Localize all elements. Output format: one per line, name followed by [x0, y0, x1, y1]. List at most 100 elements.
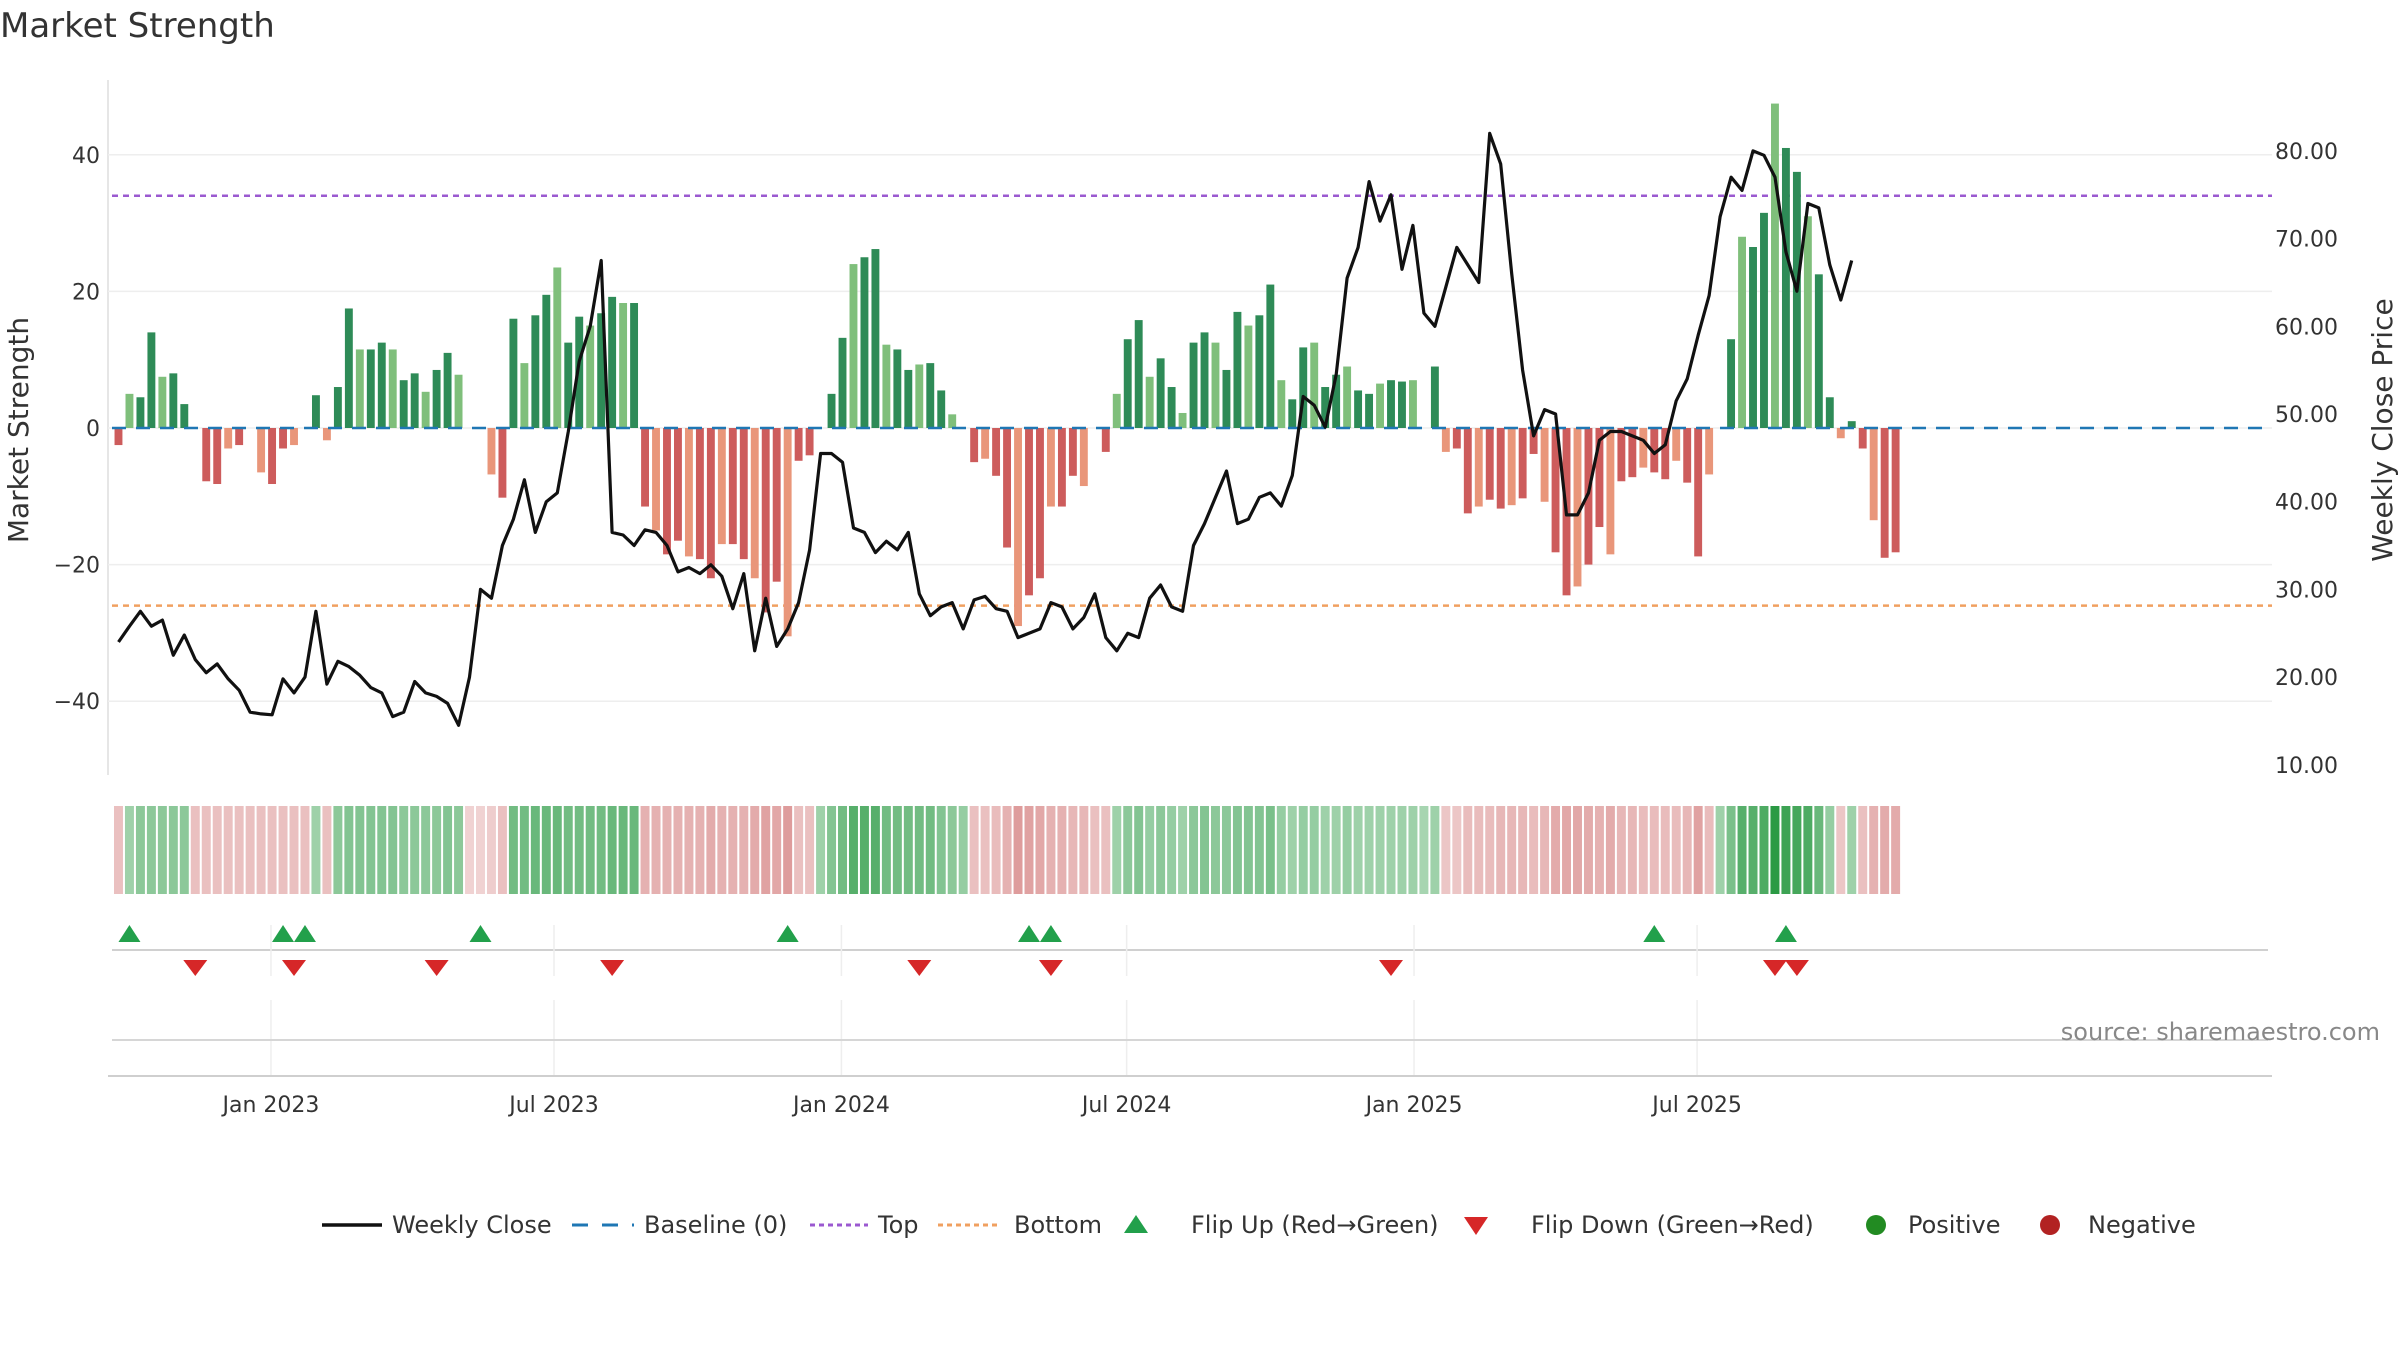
strength-bar — [1277, 380, 1286, 428]
strength-bar — [1858, 428, 1867, 449]
strength-bar — [158, 376, 167, 428]
strength-bar — [1529, 428, 1538, 454]
strength-bar — [1408, 380, 1417, 428]
heat-cell — [322, 806, 332, 894]
heat-cell — [234, 806, 244, 894]
strength-bar — [1354, 390, 1363, 428]
heat-cell — [1298, 806, 1308, 894]
strength-bar — [224, 428, 233, 449]
strength-bar — [1836, 428, 1845, 439]
strength-bar — [114, 428, 123, 446]
heat-cell — [454, 806, 464, 894]
heat-cell — [838, 806, 847, 894]
y2-tick-label: 80.00 — [2275, 140, 2338, 165]
heat-cell — [750, 806, 760, 894]
heat-cell — [1364, 806, 1374, 894]
heat-cell — [651, 806, 661, 894]
strength-bar — [235, 428, 244, 446]
source-label: source: sharemaestro.com — [2061, 1018, 2380, 1046]
heat-cell — [1452, 806, 1462, 894]
strength-bar — [136, 397, 145, 428]
strength-bar — [1145, 376, 1154, 428]
strength-bar — [1321, 387, 1330, 428]
heat-cell — [1287, 806, 1297, 894]
strength-bar — [1573, 428, 1582, 587]
heat-cell — [827, 806, 837, 894]
flip-down-marker — [907, 960, 932, 976]
strength-bar — [1266, 284, 1275, 428]
strength-bar — [268, 428, 277, 485]
strength-bar — [1222, 369, 1231, 428]
heat-cell — [530, 806, 540, 894]
heat-cell — [1869, 806, 1879, 894]
heat-cell — [1781, 806, 1791, 894]
strength-bar — [1869, 428, 1878, 521]
flip-down-marker — [282, 960, 307, 976]
heat-cell — [870, 806, 880, 894]
heat-cell — [1046, 806, 1056, 894]
heat-cell — [1880, 806, 1890, 894]
x-tick-label: Jul 2025 — [1650, 1093, 1742, 1118]
strength-bar — [355, 349, 364, 428]
legend-swatch — [1124, 1215, 1148, 1233]
strength-bar — [1200, 332, 1209, 428]
heat-cell — [1167, 806, 1177, 894]
strength-bar — [1628, 428, 1637, 478]
heat-cell — [245, 806, 255, 894]
heat-cell — [1583, 806, 1593, 894]
strength-bar — [652, 428, 660, 531]
strength-bar — [333, 387, 342, 428]
heat-cell — [1035, 806, 1045, 894]
strength-bar — [180, 404, 189, 428]
strength-bar — [1288, 399, 1297, 428]
heat-cell — [432, 806, 442, 894]
strength-bar — [926, 363, 935, 428]
heat-cell — [1353, 806, 1363, 894]
y-tick-label: −20 — [54, 554, 100, 579]
strength-bar — [1727, 339, 1736, 428]
heat-cell — [399, 806, 409, 894]
strength-bar — [1441, 428, 1450, 452]
heat-cell — [1704, 806, 1714, 894]
strength-bar — [1343, 366, 1352, 428]
strength-bar — [1749, 247, 1757, 428]
strength-bar — [860, 257, 869, 428]
legend-label: Flip Up (Red→Green) — [1191, 1211, 1439, 1239]
heat-cell — [179, 806, 189, 894]
strength-bar — [1101, 428, 1110, 452]
flip-up-marker — [469, 925, 492, 942]
heat-cell — [980, 806, 990, 894]
legend-swatch — [2040, 1215, 2060, 1235]
strength-bar — [970, 428, 979, 463]
strength-bar — [487, 428, 496, 475]
heat-cell — [267, 806, 277, 894]
heat-cell — [881, 806, 891, 894]
legend-label: Bottom — [1014, 1211, 1102, 1239]
strength-bar — [1518, 428, 1527, 499]
strength-bar — [509, 318, 518, 428]
legend-label: Weekly Close — [392, 1211, 552, 1239]
heat-cell — [585, 806, 595, 894]
strength-bar — [717, 428, 726, 545]
strength-bar — [1661, 428, 1670, 480]
strength-bar — [904, 369, 913, 428]
heat-cell — [1068, 806, 1078, 894]
heat-cell — [1748, 806, 1758, 894]
y-tick-label: 20 — [72, 280, 100, 305]
strength-bar — [443, 352, 452, 428]
heat-cell — [311, 806, 321, 894]
strength-bar — [1738, 236, 1746, 428]
strength-bar — [1496, 428, 1505, 509]
heat-cell — [1847, 806, 1857, 894]
strength-bar — [1123, 339, 1132, 428]
heat-cell — [925, 806, 935, 894]
heat-cell — [1540, 806, 1550, 894]
flip-up-marker — [1774, 925, 1797, 942]
heat-cell — [1221, 806, 1231, 894]
heat-cell — [1496, 806, 1506, 894]
heat-cell — [1408, 806, 1418, 894]
heat-cell — [969, 806, 979, 894]
y2-tick-label: 70.00 — [2275, 228, 2338, 253]
strength-bar — [1178, 412, 1187, 428]
strength-bar — [619, 303, 628, 428]
